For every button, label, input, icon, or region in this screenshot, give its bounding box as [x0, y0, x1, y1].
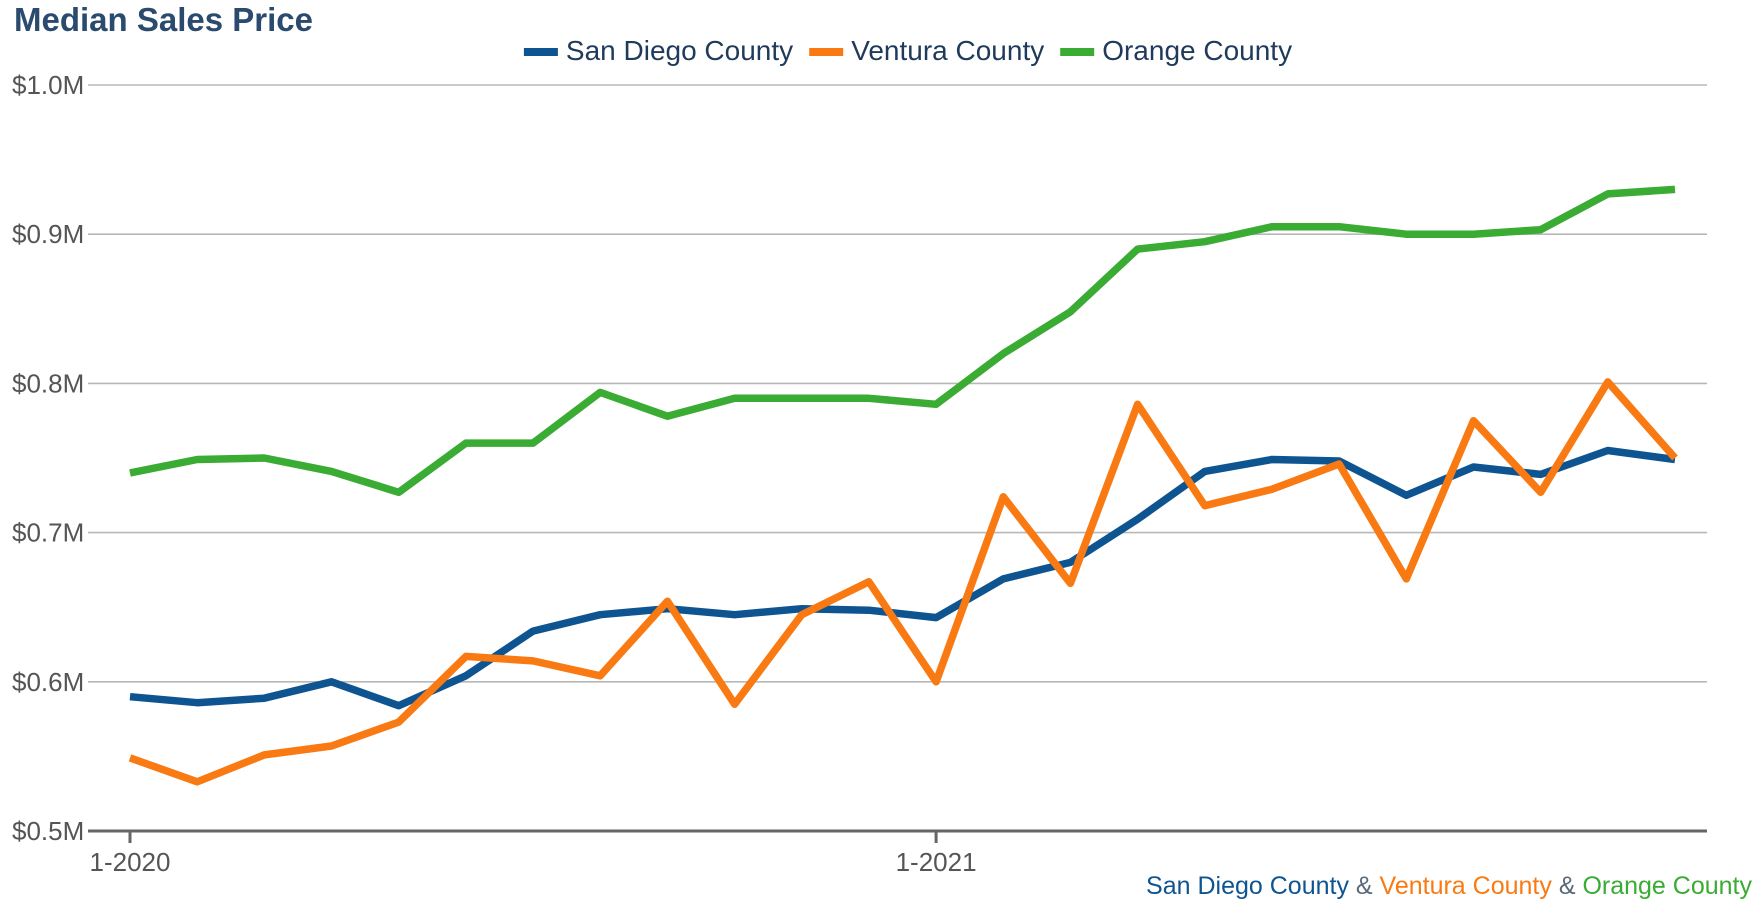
y-tick-label: $0.9M	[12, 219, 84, 249]
y-tick-label: $0.5M	[12, 816, 84, 846]
footer-series-caption: San Diego County & Ventura County & Oran…	[1146, 872, 1752, 901]
legend-label: San Diego County	[566, 35, 793, 66]
x-tick-label: 1-2021	[896, 847, 977, 877]
footer-series-name: San Diego County	[1146, 872, 1349, 900]
footer-separator: &	[1551, 872, 1583, 900]
legend-item-ventura-county[interactable]: Ventura County	[809, 35, 1044, 66]
y-axis-labels: $0.5M $0.6M $0.7M $0.8M $0.9M $1.0M	[12, 70, 84, 846]
chart-series	[128, 185, 1678, 786]
series-line-ventura-county	[128, 378, 1678, 786]
legend-label: Ventura County	[851, 35, 1044, 66]
y-tick-label: $0.8M	[12, 368, 84, 398]
x-axis: 1-2020 1-2021	[88, 829, 1707, 877]
y-gridlines	[88, 84, 1707, 683]
footer-series-name: Orange County	[1582, 872, 1752, 900]
legend-label: Orange County	[1102, 35, 1292, 66]
series-line-orange-county	[129, 185, 1676, 497]
y-tick-label: $0.7M	[12, 518, 84, 548]
legend-item-san-diego-county[interactable]: San Diego County	[523, 35, 793, 66]
y-tick-label: $1.0M	[12, 70, 84, 100]
footer-series-name: Ventura County	[1379, 872, 1552, 900]
legend-item-orange-county[interactable]: Orange County	[1060, 35, 1292, 66]
y-tick-label: $0.6M	[12, 667, 84, 697]
footer-separator: &	[1348, 872, 1380, 900]
series-line-san-diego-county	[129, 446, 1676, 710]
chart-title: Median Sales Price	[14, 1, 313, 38]
x-tick-label: 1-2020	[90, 847, 171, 877]
chart-legend: San Diego County Ventura County Orange Cou…	[523, 35, 1292, 66]
